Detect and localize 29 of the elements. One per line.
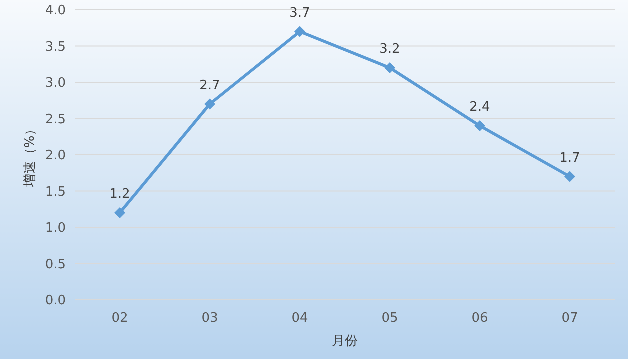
y-tick-label: 2.0	[45, 148, 66, 164]
x-tick-label: 06	[472, 311, 488, 326]
data-label: 1.2	[110, 187, 130, 202]
data-label: 1.7	[560, 150, 580, 166]
data-label: 2.7	[200, 78, 220, 94]
x-tick-label: 05	[382, 311, 398, 326]
y-tick-label: 3.5	[45, 40, 66, 55]
y-tick-label: 3.0	[45, 76, 66, 91]
x-tick-label: 07	[562, 311, 578, 326]
x-tick-label: 03	[202, 311, 218, 326]
y-tick-label: 1.0	[45, 221, 66, 236]
data-label: 3.2	[380, 42, 400, 57]
point	[114, 208, 126, 218]
data-label: 3.7	[290, 6, 310, 21]
point	[474, 120, 486, 132]
data-label: 2.4	[470, 100, 490, 115]
point	[204, 98, 216, 110]
y-tick-label: 1.5	[45, 184, 66, 200]
y-tick-label: 4.0	[45, 4, 66, 18]
point	[564, 171, 576, 182]
x-axis-title: 月份	[332, 334, 358, 349]
y-axis-title: 增速（%）	[23, 122, 38, 188]
point	[294, 26, 306, 38]
y-tick-label: 0.0	[45, 294, 66, 308]
x-tick-label: 04	[292, 311, 308, 326]
y-tick-label: 2.5	[45, 112, 66, 128]
point	[384, 62, 396, 74]
x-tick-label: 02	[112, 311, 128, 326]
y-tick-label: 0.5	[45, 257, 66, 272]
